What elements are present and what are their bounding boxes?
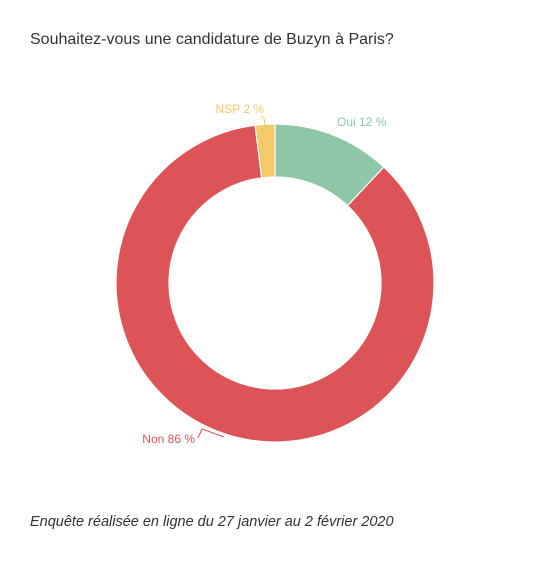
- slice-non: [115, 124, 435, 443]
- data-label-non: Non 86 %: [142, 432, 195, 446]
- leader-line-nsp: [260, 115, 266, 127]
- slice-nsp: [254, 123, 276, 179]
- data-label-nsp: NSP 2 %: [216, 102, 265, 116]
- survey-footnote: Enquête réalisée en ligne du 27 janvier …: [30, 514, 394, 530]
- leader-line-oui: [325, 132, 332, 145]
- slices-group: [115, 123, 435, 443]
- data-label-oui: Oui 12 %: [337, 115, 387, 129]
- chart-title: Souhaitez-vous une candidature de Buzyn …: [30, 31, 394, 48]
- labels-group: Oui 12 % Non 86 % NSP 2 %: [142, 102, 386, 446]
- leader-line-non: [197, 428, 225, 439]
